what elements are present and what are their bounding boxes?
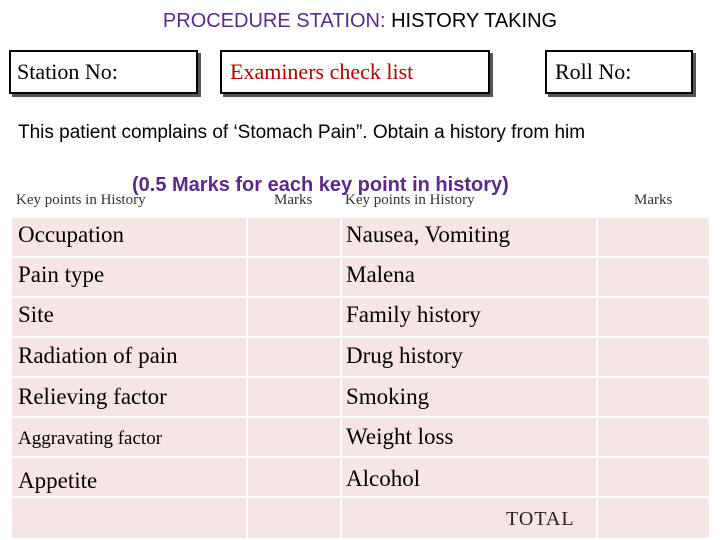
table-cell bbox=[598, 258, 709, 296]
table-cell bbox=[598, 338, 709, 376]
header-key-points-right: Key points in History bbox=[345, 192, 475, 208]
table-cell bbox=[342, 418, 596, 456]
page-title: PROCEDURE STATION: HISTORY TAKING bbox=[0, 10, 720, 33]
table-cell bbox=[248, 498, 340, 538]
table-cell bbox=[12, 498, 246, 538]
table-cell bbox=[598, 458, 709, 496]
right-item-weight-loss: Weight loss bbox=[346, 424, 454, 449]
table-cell bbox=[342, 378, 596, 416]
station-number-box: Station No: bbox=[9, 50, 198, 94]
left-item-pain-type: Pain type bbox=[18, 262, 105, 287]
right-item-nausea: Nausea, Vomiting bbox=[346, 222, 510, 247]
table-cell bbox=[12, 378, 246, 416]
table-cell bbox=[342, 258, 596, 296]
table-cell bbox=[598, 418, 709, 456]
right-item-drug-history: Drug history bbox=[346, 343, 463, 368]
title-station-name: HISTORY TAKING bbox=[391, 10, 558, 32]
header-key-points-left: Key points in History bbox=[16, 192, 146, 208]
left-item-aggravating: Aggravating factor bbox=[18, 428, 163, 449]
table-cell bbox=[598, 498, 709, 538]
left-item-relieving: Relieving factor bbox=[18, 384, 167, 409]
table-cell bbox=[342, 298, 596, 336]
header-cell-key-points-left bbox=[12, 186, 246, 216]
right-item-malena: Malena bbox=[346, 262, 415, 287]
checklist-table: Key points in History Marks Key points i… bbox=[12, 186, 709, 538]
table-cell bbox=[248, 218, 340, 256]
left-item-appetite: Appetite bbox=[18, 468, 98, 493]
title-prefix: PROCEDURE STATION: bbox=[162, 10, 392, 32]
roll-number-box: Roll No: bbox=[545, 50, 693, 94]
examiner-checklist-box: Examiners check list bbox=[220, 50, 490, 94]
table-cell bbox=[248, 418, 340, 456]
table-cell bbox=[342, 218, 596, 256]
table-cell bbox=[598, 298, 709, 336]
left-item-radiation: Radiation of pain bbox=[18, 343, 178, 368]
total-label: TOTAL bbox=[506, 508, 575, 530]
table-cell bbox=[12, 218, 246, 256]
table-cell bbox=[248, 378, 340, 416]
header-cell-marks-left bbox=[248, 186, 340, 216]
instruction-text: This patient complains of ‘Stomach Pain”… bbox=[18, 122, 586, 143]
table-cell bbox=[12, 298, 246, 336]
table-cell bbox=[248, 458, 340, 496]
table-cell bbox=[342, 498, 596, 538]
right-item-smoking: Smoking bbox=[346, 384, 430, 409]
left-item-occupation: Occupation bbox=[18, 222, 125, 247]
table-cell bbox=[12, 458, 246, 496]
marks-note: (0.5 Marks for each key point in history… bbox=[132, 174, 509, 196]
table-cell bbox=[248, 258, 340, 296]
right-item-alcohol: Alcohol bbox=[346, 466, 421, 491]
table-cell bbox=[598, 378, 709, 416]
table-cell bbox=[342, 458, 596, 496]
table-cell bbox=[12, 258, 246, 296]
table-cell bbox=[598, 218, 709, 256]
header-marks-right: Marks bbox=[634, 192, 673, 208]
table-cell bbox=[342, 338, 596, 376]
table-cell bbox=[12, 418, 246, 456]
right-item-family-history: Family history bbox=[346, 302, 481, 327]
table-cell bbox=[248, 338, 340, 376]
left-item-site: Site bbox=[18, 302, 54, 327]
header-marks-left: Marks bbox=[274, 192, 313, 208]
table-cell bbox=[12, 338, 246, 376]
header-cell-key-points-right bbox=[342, 186, 596, 216]
header-cell-marks-right bbox=[598, 186, 709, 216]
table-cell bbox=[248, 298, 340, 336]
